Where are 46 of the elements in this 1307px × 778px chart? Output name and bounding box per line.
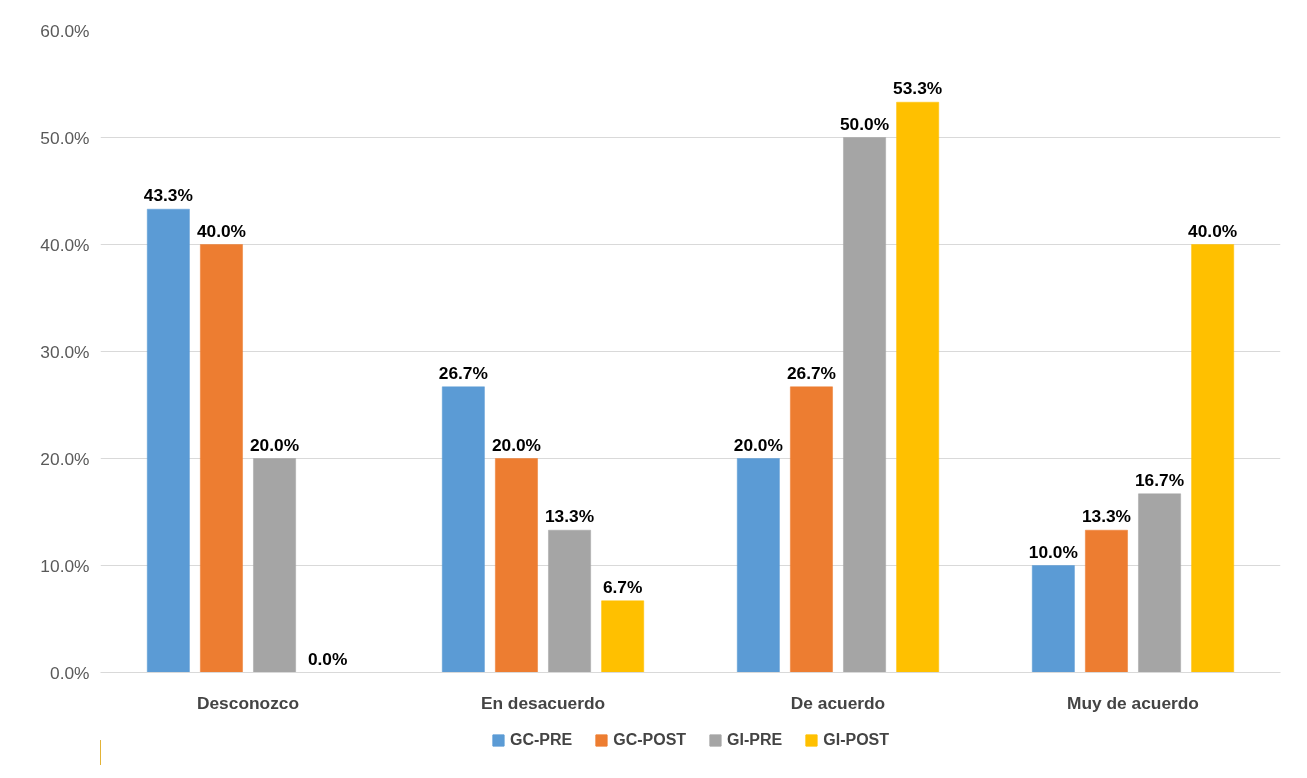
bar xyxy=(548,529,591,673)
bar xyxy=(843,137,886,673)
bar xyxy=(737,458,780,673)
data-label: 13.3% xyxy=(544,506,595,527)
data-label: 26.7% xyxy=(786,362,837,383)
legend-label: GC-POST xyxy=(613,731,687,749)
y-tick-label: 40.0% xyxy=(40,234,90,255)
data-label: 10.0% xyxy=(1028,541,1078,562)
bar xyxy=(1085,529,1128,673)
data-label: 50.0% xyxy=(839,113,890,134)
bar xyxy=(442,386,485,673)
bar xyxy=(147,208,190,673)
x-tick-label: Muy de acuerdo xyxy=(1067,692,1199,713)
legend-label: GC-PRE xyxy=(509,731,573,749)
data-label: 6.7% xyxy=(602,576,643,597)
legend-label: GI-PRE xyxy=(727,731,783,749)
data-label: 0.0% xyxy=(307,648,348,669)
legend-label: GI-POST xyxy=(823,731,890,749)
bar xyxy=(200,244,243,673)
y-tick-label: 60.0% xyxy=(40,20,90,41)
x-tick-label: Desconozco xyxy=(196,692,300,713)
data-label: 40.0% xyxy=(1188,220,1238,241)
data-label: 26.7% xyxy=(438,362,488,383)
data-label: 53.3% xyxy=(893,78,943,99)
x-tick-label: En desacuerdo xyxy=(480,692,606,713)
bar xyxy=(253,458,296,673)
y-tick-label: 20.0% xyxy=(40,448,90,469)
data-label: 20.0% xyxy=(733,434,783,455)
y-tick-label: 30.0% xyxy=(40,341,90,362)
bar xyxy=(495,458,538,673)
bar xyxy=(1191,244,1234,673)
bar xyxy=(1032,565,1075,673)
x-tick-label: De acuerdo xyxy=(790,692,886,713)
bar xyxy=(601,600,644,673)
bar xyxy=(1138,493,1181,673)
y-tick-label: 50.0% xyxy=(40,127,90,148)
bar xyxy=(896,101,939,673)
data-label: 40.0% xyxy=(196,220,247,241)
y-tick-label: 0.0% xyxy=(50,662,90,683)
data-label: 20.0% xyxy=(491,434,542,455)
data-label: 13.3% xyxy=(1081,506,1132,527)
bar xyxy=(790,386,833,673)
y-tick-label: 10.0% xyxy=(40,555,90,576)
data-label: 20.0% xyxy=(249,434,300,455)
data-label: 43.3% xyxy=(143,185,193,206)
data-label: 16.7% xyxy=(1134,469,1185,490)
